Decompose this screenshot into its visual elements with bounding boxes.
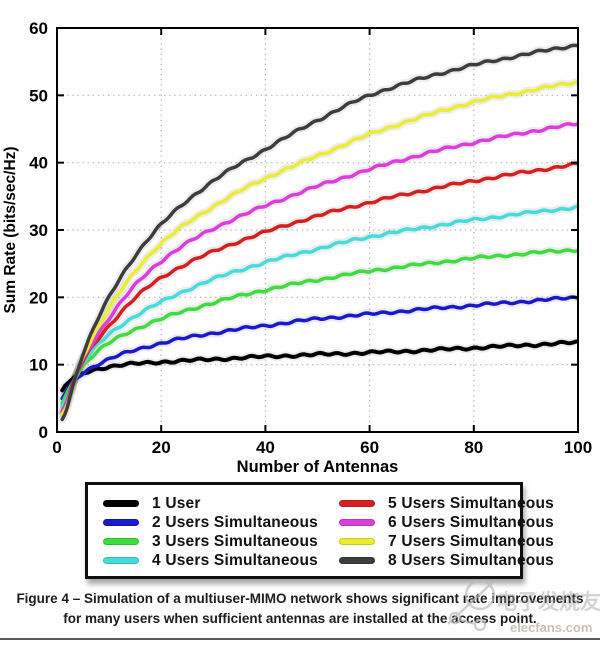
legend-swatch-icon	[339, 557, 375, 564]
figure-caption-line2: for many users when sufficient antennas …	[63, 611, 537, 626]
x-axis-label: Number of Antennas	[237, 458, 399, 476]
y-tick-label: 20	[29, 288, 48, 307]
legend-column-left: 1 User 2 Users Simultaneous 3 Users Simult…	[103, 494, 339, 570]
legend-item-8-users: 8 Users Simultaneous	[339, 551, 554, 570]
legend-item-2-users: 2 Users Simultaneous	[103, 513, 339, 532]
x-tick-label: 0	[52, 438, 61, 457]
y-tick-label: 30	[29, 221, 48, 240]
curve-7-users	[60, 79, 578, 417]
x-tick-label: 60	[360, 438, 379, 457]
curve-2-users	[60, 295, 578, 401]
legend-item-7-users: 7 Users Simultaneous	[339, 532, 554, 551]
legend-label: 7 Users Simultaneous	[388, 532, 554, 550]
legend-swatch-icon	[103, 519, 139, 526]
legend-label: 5 Users Simultaneous	[388, 494, 554, 512]
legend-item-1-users: 1 User	[103, 494, 339, 513]
legend-item-3-users: 3 Users Simultaneous	[103, 532, 339, 551]
axes	[56, 27, 579, 433]
figure-caption-line1: Figure 4 – Simulation of a multiuser-MIM…	[16, 591, 584, 606]
legend-column-right: 5 Users Simultaneous 6 Users Simultaneous…	[339, 494, 554, 570]
data-curves	[60, 43, 578, 422]
x-tick-label: 80	[464, 438, 483, 457]
bottom-divider	[0, 638, 600, 640]
grid-lines	[57, 28, 578, 432]
x-tick-label: 40	[256, 438, 275, 457]
y-tick-label: 40	[29, 154, 48, 173]
legend-label: 3 Users Simultaneous	[152, 532, 318, 550]
curve-8-users	[60, 43, 578, 422]
legend-label: 1 User	[152, 494, 201, 512]
legend-label: 6 Users Simultaneous	[388, 513, 554, 531]
legend-label: 8 Users Simultaneous	[388, 551, 554, 569]
figure-caption: Figure 4 – Simulation of a multiuser-MIM…	[0, 589, 600, 629]
legend-label: 2 Users Simultaneous	[152, 513, 318, 531]
y-tick-label: 10	[29, 356, 48, 375]
legend-item-4-users: 4 Users Simultaneous	[103, 551, 339, 570]
curve-3-users	[60, 248, 578, 405]
legend-item-6-users: 6 Users Simultaneous	[339, 513, 554, 532]
x-tick-label: 20	[152, 438, 171, 457]
y-tick-label: 50	[29, 86, 48, 105]
y-tick-label: 0	[39, 423, 48, 442]
x-tick-label: 100	[564, 438, 592, 457]
y-tick-label: 60	[29, 19, 48, 38]
chart-legend: 1 User 2 Users Simultaneous 3 Users Simult…	[85, 482, 554, 579]
curve-4-users	[60, 204, 578, 409]
legend-swatch-icon	[103, 557, 139, 564]
legend-swatch-icon	[339, 500, 375, 507]
legend-swatch-icon	[339, 538, 375, 545]
tick-labels: 0 20 40 60 80 100 0 10 20 30 40 50 60	[29, 19, 592, 457]
curve-5-users	[60, 161, 578, 414]
legend-swatch-icon	[103, 500, 139, 507]
legend-item-5-users: 5 Users Simultaneous	[339, 494, 554, 513]
legend-label: 4 Users Simultaneous	[152, 551, 318, 569]
curve-6-users	[60, 122, 578, 415]
curve-1-users	[60, 339, 578, 393]
legend-swatch-icon	[103, 538, 139, 545]
y-axis-label: Sum Rate (bits/sec/Hz)	[2, 146, 19, 313]
legend-swatch-icon	[339, 519, 375, 526]
